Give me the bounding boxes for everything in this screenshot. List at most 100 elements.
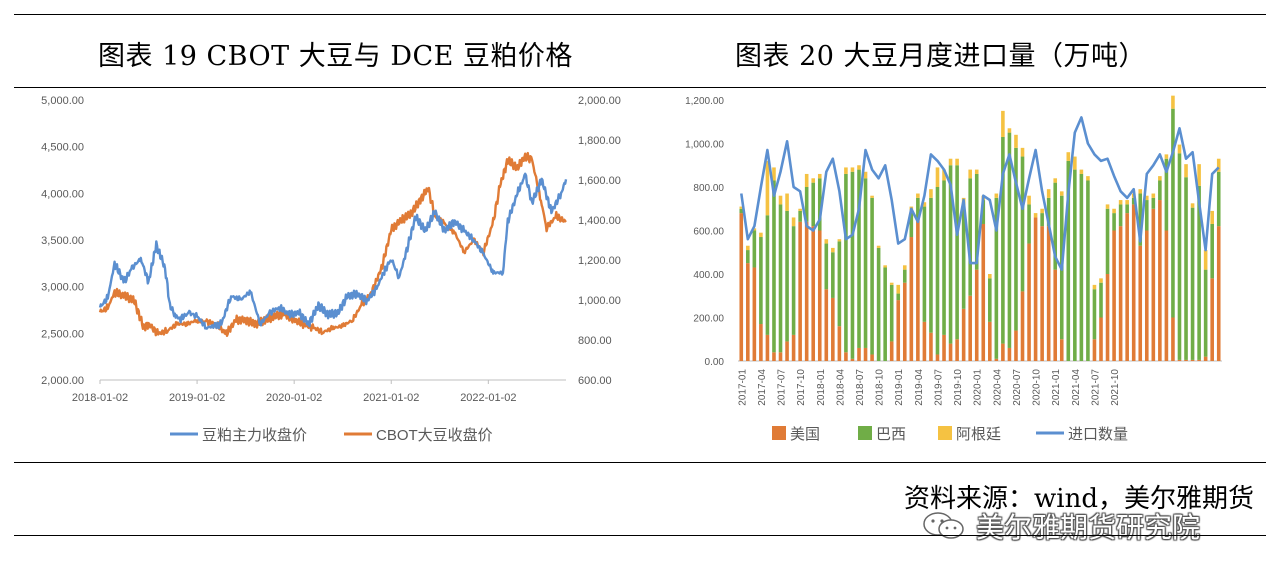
x-tick-label: 2017-01 <box>737 369 748 406</box>
bar-brazil <box>863 178 868 348</box>
bar-argentina <box>1190 203 1195 208</box>
bar-brazil <box>1144 200 1149 231</box>
bar-us <box>778 352 783 361</box>
bar-us <box>1216 226 1221 361</box>
bar-us <box>863 347 868 361</box>
bar-argentina <box>1014 134 1018 148</box>
bar-brazil <box>929 197 933 333</box>
x-tick-label: 2021-07 <box>1090 369 1101 406</box>
bar-us <box>798 221 802 361</box>
bar-argentina <box>1020 147 1025 157</box>
bar-brazil <box>746 250 750 264</box>
bar-us <box>961 308 966 361</box>
bar-argentina <box>752 228 757 231</box>
bar-argentina <box>883 265 887 268</box>
top-rule <box>14 14 1266 15</box>
y-right-tick-label: 1,800.00 <box>578 135 621 147</box>
y-left-tick-label: 4,000.00 <box>41 188 84 200</box>
bar-us <box>765 334 770 361</box>
bar-us <box>955 339 959 361</box>
bar-us <box>1033 217 1038 361</box>
bar-brazil <box>785 210 789 342</box>
bar-brazil <box>1001 136 1005 344</box>
x-tick-label: 2020-01-02 <box>266 392 322 404</box>
bar-us <box>772 352 776 361</box>
bar-brazil <box>974 173 979 270</box>
bar-us <box>1125 213 1129 361</box>
x-tick-label: 2018-07 <box>855 369 866 406</box>
bar-brazil <box>1020 156 1025 292</box>
bar-brazil <box>817 178 822 231</box>
x-tick-label: 2020-04 <box>992 369 1003 406</box>
bar-us <box>739 213 744 361</box>
bar-argentina <box>955 158 959 166</box>
bar-us <box>831 297 835 361</box>
bar-brazil <box>804 187 809 222</box>
title-rule <box>14 87 1266 88</box>
bar-argentina <box>1144 195 1149 201</box>
bar-brazil <box>1171 108 1175 318</box>
bar-brazil <box>1118 204 1123 227</box>
legend-swatch-us <box>772 426 786 440</box>
series-line-total <box>740 116 1220 271</box>
bar-us <box>1138 245 1143 361</box>
bar-argentina <box>804 173 809 187</box>
y-right-tick-label: 2,000.00 <box>578 95 621 107</box>
bar-us <box>889 341 894 361</box>
bar-brazil <box>909 210 914 238</box>
y-left-tick-label: 3,500.00 <box>41 235 84 247</box>
bar-brazil <box>1210 223 1214 279</box>
bar-us <box>1184 359 1188 361</box>
y-tick-label: 400.00 <box>693 270 724 281</box>
bar-argentina <box>988 274 992 279</box>
bar-argentina <box>739 206 744 209</box>
x-tick-label: 2020-07 <box>1012 369 1023 406</box>
bar-argentina <box>844 167 848 174</box>
bar-brazil <box>1027 204 1031 244</box>
bar-us <box>929 332 933 361</box>
bar-brazil <box>994 197 999 359</box>
bar-argentina <box>1158 176 1162 181</box>
bar-brazil <box>955 165 959 340</box>
bar-us <box>791 334 796 361</box>
bar-brazil <box>1112 213 1116 231</box>
bar-argentina <box>791 217 796 227</box>
y-right-tick-label: 1,400.00 <box>578 215 621 227</box>
bar-argentina <box>863 171 868 179</box>
legend-label-argentina: 阿根廷 <box>956 426 1001 443</box>
bar-argentina <box>1079 169 1084 174</box>
bar-us <box>1092 339 1097 361</box>
y-tick-label: 200.00 <box>693 314 724 325</box>
bar-brazil <box>791 226 796 335</box>
bar-argentina <box>1125 200 1129 205</box>
bar-us <box>922 321 927 361</box>
bar-us <box>1131 204 1136 361</box>
y-tick-label: 0.00 <box>705 357 725 368</box>
bar-us <box>1151 208 1156 361</box>
bar-us <box>916 219 920 361</box>
bar-us <box>994 358 999 361</box>
bar-us <box>1190 359 1195 361</box>
bar-brazil <box>1066 160 1071 361</box>
bar-argentina <box>1171 95 1175 109</box>
bar-us <box>1001 343 1005 361</box>
bar-argentina <box>1099 278 1103 283</box>
bar-brazil <box>942 180 946 335</box>
bar-us <box>1059 339 1064 361</box>
bar-brazil <box>1073 169 1077 361</box>
bar-us <box>870 354 874 361</box>
bar-us <box>1210 278 1214 361</box>
bar-argentina <box>759 232 763 238</box>
bar-brazil <box>1216 171 1221 227</box>
y-right-tick-label: 1,000.00 <box>578 295 621 307</box>
bar-argentina <box>1092 284 1097 290</box>
legend-label-brazil: 巴西 <box>876 426 906 443</box>
bar-us <box>850 358 855 361</box>
bar-argentina <box>1210 210 1214 224</box>
legend-label-cbot: CBOT大豆收盘价 <box>376 426 493 444</box>
bar-us <box>1144 230 1149 361</box>
bar-brazil <box>1197 185 1201 360</box>
x-tick-label: 2021-04 <box>1071 369 1082 406</box>
bar-us <box>902 282 907 361</box>
bar-argentina <box>916 193 920 198</box>
